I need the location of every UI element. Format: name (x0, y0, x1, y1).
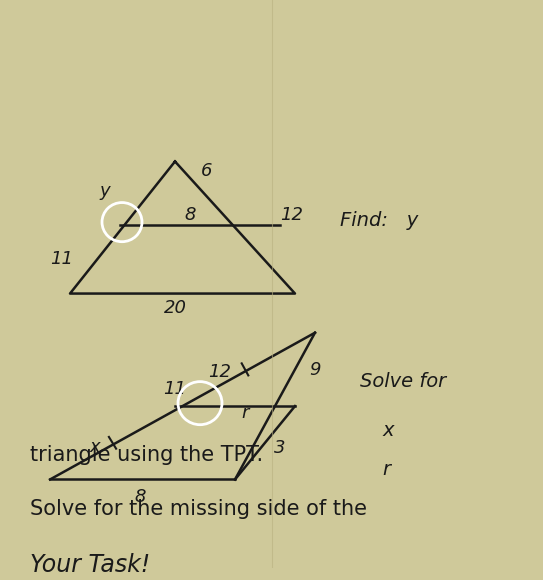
Text: y: y (100, 182, 110, 200)
Text: x: x (90, 438, 100, 456)
Text: 20: 20 (163, 299, 186, 317)
Text: 8: 8 (134, 488, 146, 506)
Text: 12: 12 (209, 363, 231, 381)
Text: Your Task!: Your Task! (30, 553, 150, 577)
Text: triangle using the TPT.: triangle using the TPT. (30, 445, 263, 465)
Text: 3: 3 (274, 439, 286, 457)
Text: Find:   y: Find: y (340, 211, 418, 230)
Text: 11: 11 (163, 380, 186, 398)
Text: x: x (382, 421, 394, 440)
Text: r: r (241, 404, 249, 422)
Text: 9: 9 (310, 361, 321, 379)
Text: 6: 6 (201, 162, 213, 180)
Text: 12: 12 (281, 206, 304, 224)
Text: Solve for the missing side of the: Solve for the missing side of the (30, 499, 367, 519)
Text: r: r (382, 460, 390, 479)
Text: 11: 11 (50, 251, 73, 269)
Text: Solve for: Solve for (360, 372, 446, 391)
Text: 8: 8 (184, 206, 195, 224)
